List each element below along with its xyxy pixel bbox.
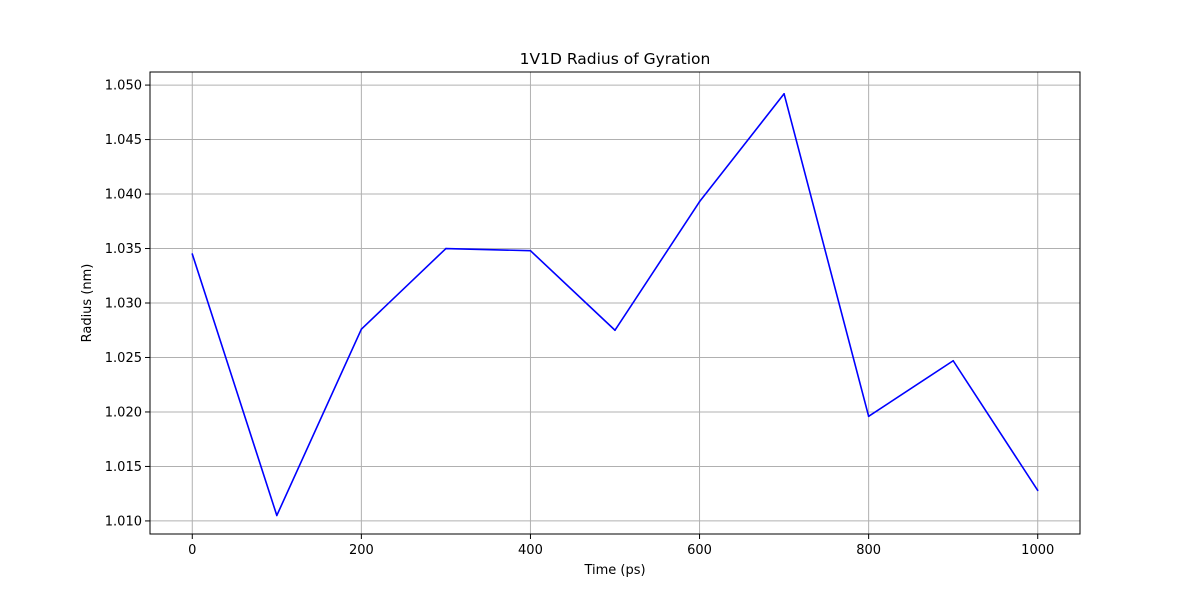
axis-ticks: 0 200 400 600 800 1000 1.010 1.015 1.020 1.025 1.0…: [105, 79, 1054, 558]
y-tick-label-6: 1.040: [105, 188, 142, 203]
data-point-5: [614, 329, 616, 332]
data-point-8: [867, 415, 870, 418]
data-point-1: [276, 514, 278, 517]
data-point-2: [360, 328, 363, 330]
y-tick-label-4: 1.030: [105, 297, 142, 312]
y-tick-label-1: 1.015: [105, 460, 142, 475]
chart-title: 1V1D Radius of Gyration: [520, 50, 711, 68]
data-point-3: [445, 247, 447, 250]
data-point-6: [698, 200, 701, 203]
y-tick-label-8: 1.050: [105, 79, 142, 94]
x-tick-label-4: 800: [856, 543, 881, 558]
data-point-4: [529, 249, 532, 252]
y-tick-label-3: 1.025: [105, 351, 142, 366]
x-tick-label-0: 0: [188, 543, 196, 558]
x-tick-label-2: 400: [518, 543, 543, 558]
y-tick-label-5: 1.035: [105, 242, 142, 257]
x-axis-label: Time (ps): [583, 563, 645, 578]
series-layer: [191, 92, 1039, 517]
data-point-0: [191, 253, 194, 255]
x-tick-label-3: 600: [687, 543, 712, 558]
data-point-9: [952, 359, 954, 362]
y-axis-label: Radius (nm): [80, 264, 95, 343]
grid-lines: [150, 72, 1080, 534]
y-tick-label-7: 1.045: [105, 133, 142, 148]
y-tick-label-0: 1.010: [105, 514, 142, 529]
data-point-10: [1036, 489, 1039, 492]
x-tick-label-1: 200: [349, 543, 374, 558]
y-tick-label-2: 1.020: [105, 405, 142, 420]
data-point-7: [783, 92, 785, 95]
x-tick-label-5: 1000: [1021, 543, 1054, 558]
